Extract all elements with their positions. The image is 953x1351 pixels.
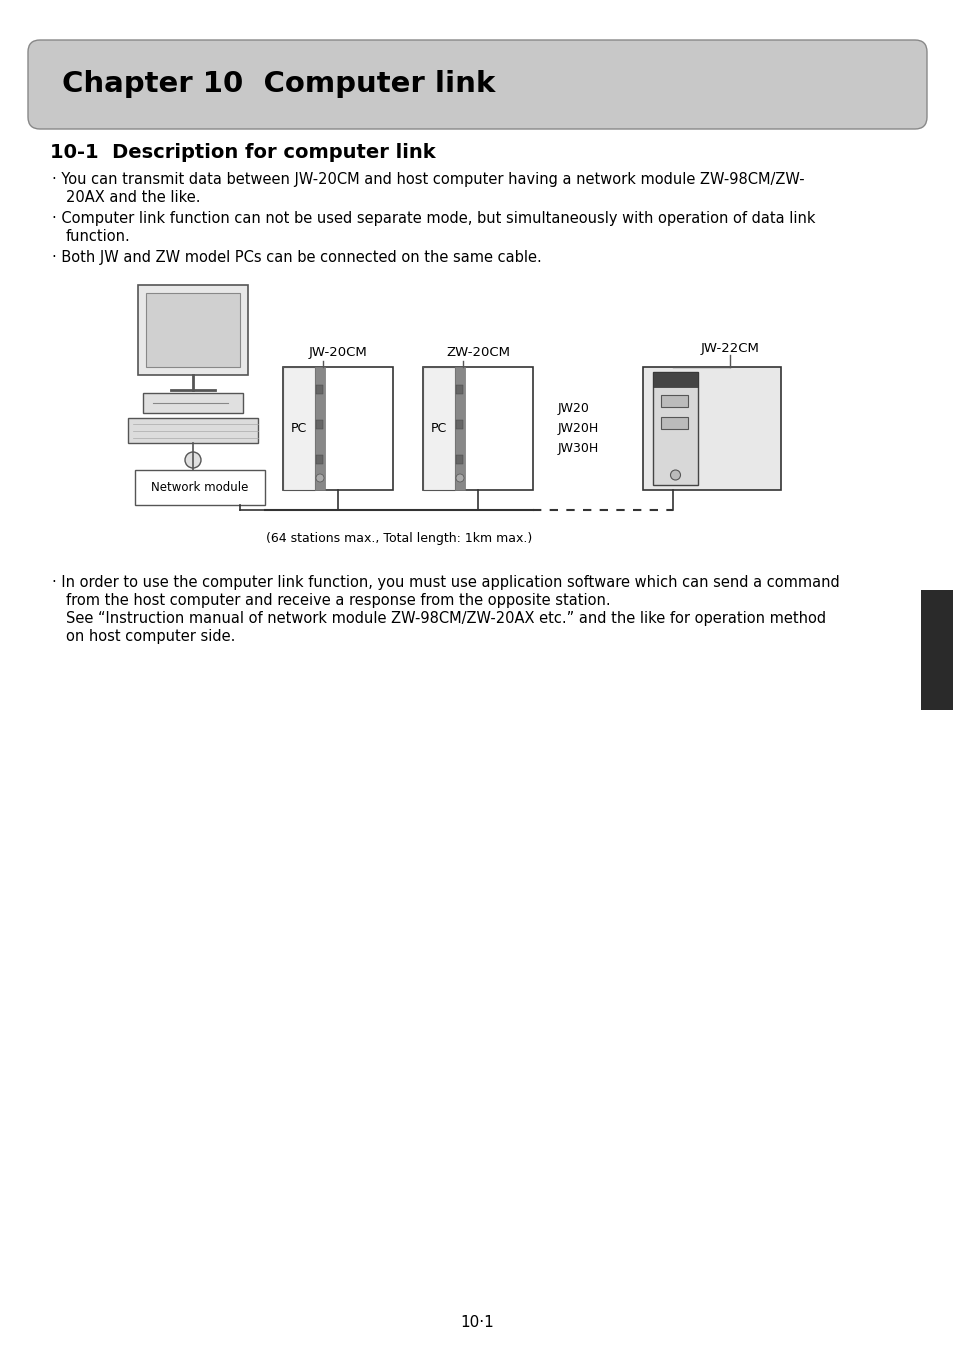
Bar — [146, 293, 240, 367]
Circle shape — [185, 453, 201, 467]
Bar — [143, 393, 243, 413]
Bar — [660, 417, 687, 430]
Bar — [128, 417, 257, 443]
Text: JW20H: JW20H — [558, 422, 598, 435]
Text: 10-1  Description for computer link: 10-1 Description for computer link — [50, 143, 436, 162]
Text: · You can transmit data between JW-20CM and host computer having a network modul: · You can transmit data between JW-20CM … — [52, 172, 803, 186]
Text: JW30H: JW30H — [558, 442, 598, 455]
Text: JW-22CM: JW-22CM — [700, 342, 759, 355]
Bar — [455, 367, 464, 490]
FancyBboxPatch shape — [28, 41, 926, 128]
Bar — [138, 285, 248, 376]
Bar — [642, 367, 781, 490]
Text: on host computer side.: on host computer side. — [66, 630, 235, 644]
Circle shape — [456, 474, 463, 482]
Bar — [422, 367, 455, 490]
Bar — [456, 385, 462, 394]
Text: PC: PC — [431, 422, 447, 435]
Bar — [652, 372, 698, 386]
Text: Chapter 10  Computer link: Chapter 10 Computer link — [62, 70, 495, 99]
Text: Network module: Network module — [152, 481, 249, 494]
Bar — [652, 372, 698, 485]
Text: · Computer link function can not be used separate mode, but simultaneously with : · Computer link function can not be used… — [52, 211, 815, 226]
Text: (64 stations max., Total length: 1km max.): (64 stations max., Total length: 1km max… — [266, 532, 532, 544]
Bar — [422, 367, 533, 490]
Text: · Both JW and ZW model PCs can be connected on the same cable.: · Both JW and ZW model PCs can be connec… — [52, 250, 541, 265]
Bar — [315, 455, 323, 463]
Bar — [314, 367, 325, 490]
Bar — [283, 367, 314, 490]
Text: · In order to use the computer link function, you must use application software : · In order to use the computer link func… — [52, 576, 839, 590]
Bar — [135, 470, 265, 505]
Text: JW20: JW20 — [558, 403, 589, 415]
Bar — [920, 590, 953, 711]
Text: See “Instruction manual of network module ZW-98CM/ZW-20AX etc.” and the like for: See “Instruction manual of network modul… — [66, 611, 825, 626]
Bar — [660, 394, 687, 407]
Text: 10·1: 10·1 — [459, 1315, 494, 1329]
Bar — [315, 385, 323, 394]
Bar — [456, 455, 462, 463]
Bar — [315, 420, 323, 430]
Text: JW-20CM: JW-20CM — [309, 346, 367, 359]
Text: 20AX and the like.: 20AX and the like. — [66, 190, 200, 205]
Circle shape — [315, 474, 324, 482]
Text: function.: function. — [66, 230, 131, 245]
Text: PC: PC — [291, 422, 307, 435]
Circle shape — [670, 470, 679, 480]
Text: from the host computer and receive a response from the opposite station.: from the host computer and receive a res… — [66, 593, 610, 608]
Bar — [283, 367, 393, 490]
Text: ZW-20CM: ZW-20CM — [446, 346, 510, 359]
Bar — [456, 420, 462, 430]
